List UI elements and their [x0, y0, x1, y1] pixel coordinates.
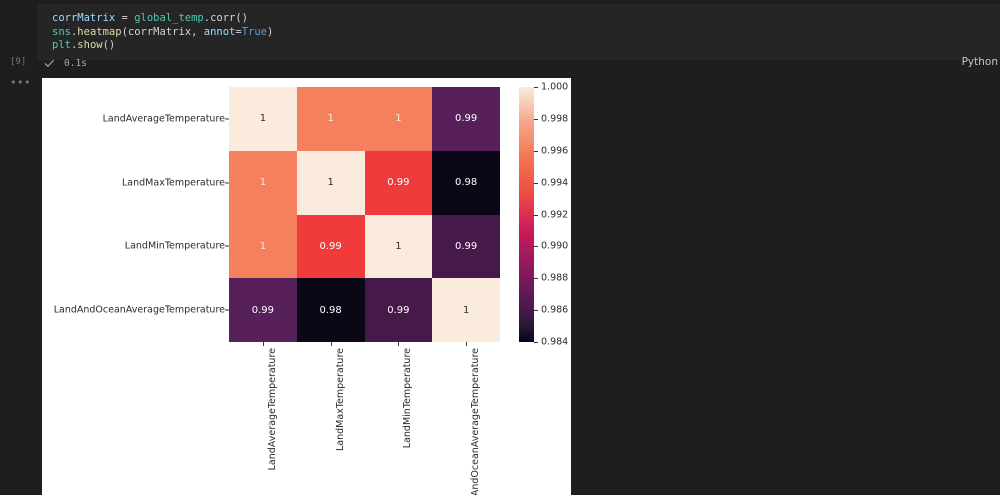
more-actions-button[interactable]: ••• [10, 76, 31, 89]
colorbar-tick-label: 0.992 [541, 209, 569, 220]
x-axis-tick-label: LandMaxTemperature [334, 348, 346, 451]
heatmap-cell-value: 0.99 [319, 240, 342, 252]
x-axis-tick-label: LandAverageTemperature [266, 348, 278, 471]
y-axis-tick-label: LandAverageTemperature [102, 113, 225, 125]
figure-output: 1 1 1 0.99 1 1 0.99 0.98 1 0.99 1 0.99 0.99 0.98 0.99 1… [42, 78, 571, 495]
heatmap-cell: 0.99 [296, 214, 365, 279]
colorbar-tick-label: 0.986 [541, 304, 569, 316]
heatmap-cell-value: 0.99 [454, 240, 478, 252]
y-axis-tick-mark [225, 118, 229, 120]
code-cell-container[interactable] [38, 4, 1000, 60]
heatmap-cell: 1 [432, 278, 500, 342]
code-editor-content[interactable]: corrMatrix = global_temp.corr() sns.heatm… [52, 12, 273, 53]
x-axis-tick-label: LandMinTemperature [402, 348, 414, 449]
code-token: . [70, 39, 78, 51]
x-axis-tick-mark [398, 342, 400, 346]
code-line: sns.heatmap(corrMatrix, annot=True) [52, 26, 273, 40]
heatmap-cell-value: 1 [259, 113, 267, 125]
colorbar-tick-mark [534, 118, 538, 120]
code-line: corrMatrix = global_temp.corr() [52, 12, 273, 26]
colorbar-tick-mark [534, 150, 538, 152]
heatmap-grid: 1 1 1 0.99 1 1 0.99 0.98 1 0.99 1 0.99 0.99 0.98 0.99 1 [229, 87, 500, 342]
colorbar-tick-label: 0.988 [541, 272, 569, 284]
code-token: heatmap [77, 25, 122, 38]
heatmap-cell-value: 0.99 [454, 113, 478, 125]
heatmap-cell: 1 [229, 87, 297, 151]
heatmap-cell: 1 [229, 214, 297, 279]
heatmap-cell: 0.98 [296, 278, 365, 342]
colorbar-tick-label: 0.996 [541, 145, 569, 157]
check-icon [44, 58, 55, 69]
heatmap-cell-value: 0.99 [387, 304, 410, 316]
heatmap-cell: 0.99 [432, 87, 500, 151]
heatmap-cell: 1 [296, 150, 365, 215]
heatmap-cell-value: 1 [395, 113, 402, 125]
code-token: show [77, 39, 103, 51]
colorbar-tick-mark [534, 182, 538, 184]
colorbar-tick-mark [534, 87, 538, 88]
x-axis-tick-mark [466, 342, 468, 346]
colorbar-tick-label: 0.990 [541, 240, 569, 252]
code-token: True [241, 25, 267, 38]
heatmap-cell-value: 0.98 [319, 304, 342, 316]
colorbar-tick-mark [534, 278, 538, 280]
heatmap-cell-value: 0.99 [251, 304, 274, 316]
code-token: annot [203, 25, 236, 38]
colorbar-tick-label: 0.998 [541, 113, 569, 125]
heatmap-cell-value: 1 [327, 113, 334, 125]
colorbar-tick-mark [534, 246, 538, 248]
notebook-gutter [0, 0, 38, 495]
heatmap-cell-value: 0.99 [387, 177, 410, 189]
heatmap-cell-value: 1 [259, 240, 267, 252]
code-token: = [235, 25, 242, 38]
code-token: () [102, 39, 116, 51]
heatmap-cell: 1 [296, 87, 365, 151]
heatmap-cell-value: 0.98 [454, 177, 478, 189]
y-axis-tick-label: LandMaxTemperature [122, 177, 225, 189]
x-axis-tick-mark [330, 342, 332, 346]
kernel-language-label[interactable]: Python [961, 56, 998, 68]
code-token: ) [266, 25, 274, 38]
colorbar-tick-mark [534, 214, 538, 216]
heatmap-cell: 0.98 [432, 150, 500, 215]
code-token: sns [52, 25, 71, 38]
code-token: .corr() [203, 12, 249, 24]
heatmap-cell: 0.99 [364, 150, 433, 215]
x-axis-tick-label: LandAndOceanAverageTemperature [470, 348, 482, 495]
heatmap-cell: 1 [364, 214, 433, 279]
execution-time-label: 0.1s [64, 57, 87, 69]
code-token: corrMatrix [52, 12, 122, 24]
colorbar-tick-label: 0.984 [541, 336, 569, 348]
colorbar-tick-mark [534, 310, 538, 312]
x-axis-tick-mark [262, 342, 264, 346]
colorbar-tick-mark [534, 342, 538, 343]
code-token: global_temp [134, 12, 204, 24]
colorbar-tick-label: 0.994 [541, 177, 569, 189]
heatmap-cell: 0.99 [229, 278, 297, 342]
colorbar-tick-label: 1.000 [541, 81, 569, 93]
code-token: . [70, 25, 78, 38]
y-axis-tick-label: LandMinTemperature [124, 240, 225, 252]
heatmap-cell-value: 1 [259, 177, 267, 189]
heatmap-cell: 0.99 [432, 214, 500, 279]
y-axis-tick-mark [225, 182, 229, 184]
heatmap-cell-value: 1 [462, 304, 470, 316]
heatmap-cell-value: 1 [395, 240, 402, 252]
code-token: plt [52, 39, 71, 51]
code-line: plt.show() [52, 39, 273, 53]
execution-count-label: [9] [10, 57, 27, 67]
heatmap-cell: 1 [229, 150, 297, 215]
code-token: (corrMatrix, [121, 25, 204, 38]
y-axis-tick-mark [225, 309, 229, 311]
heatmap-cell: 1 [364, 87, 433, 151]
heatmap-cell: 0.99 [364, 278, 433, 342]
colorbar-gradient [519, 87, 534, 342]
y-axis-tick-label: LandAndOceanAverageTemperature [53, 304, 225, 316]
code-token: = [121, 12, 135, 24]
cell-status-row: 0.1s [44, 56, 87, 70]
y-axis-tick-mark [225, 245, 229, 247]
heatmap-cell-value: 1 [327, 177, 334, 189]
